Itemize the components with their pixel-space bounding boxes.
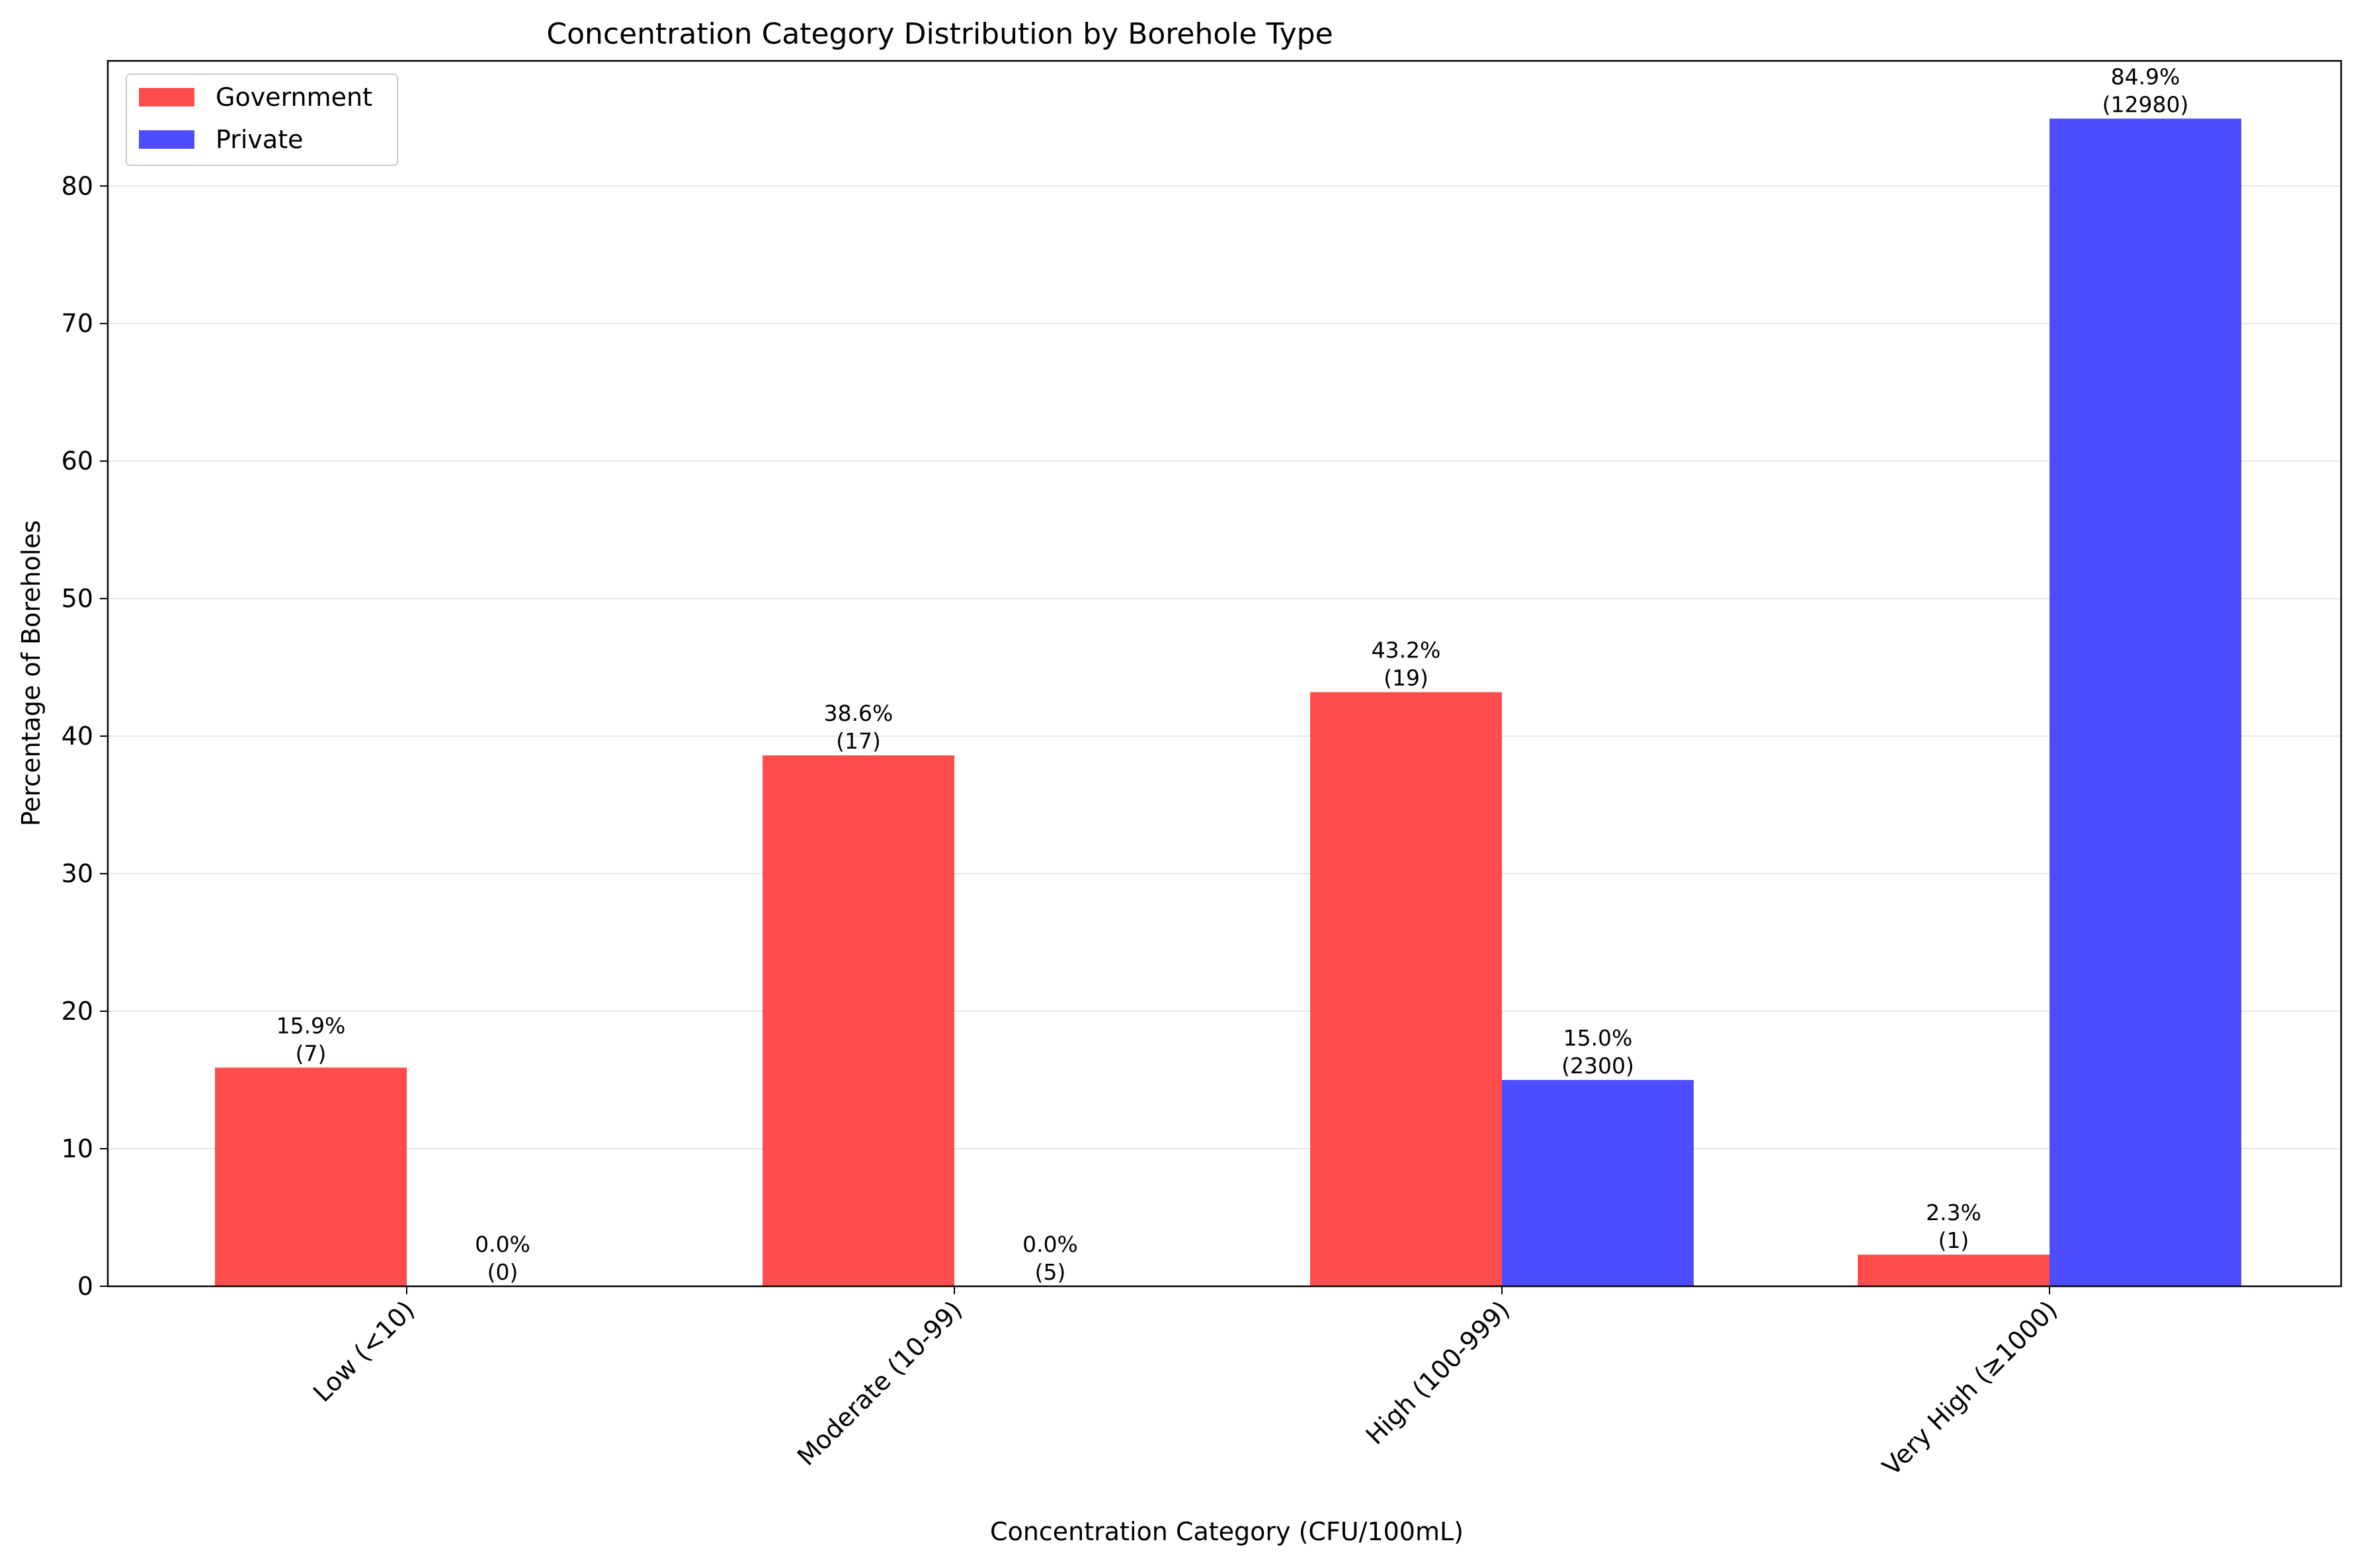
- y-tick-label: 50: [62, 584, 93, 613]
- y-tick-label: 70: [62, 309, 93, 338]
- data-label-percent: 43.2%: [1372, 638, 1441, 663]
- bar-private: [2050, 118, 2241, 1286]
- bar-private: [1502, 1080, 1694, 1286]
- y-tick-label: 60: [62, 446, 93, 475]
- data-label-count: (0): [487, 1259, 518, 1285]
- y-tick-label: 10: [62, 1134, 93, 1163]
- bar-government: [1858, 1255, 2050, 1286]
- bar-government: [1310, 692, 1502, 1286]
- data-labels: (7)15.9%(0)0.0%(17)38.6%(5)0.0%(19)43.2%…: [276, 63, 2189, 1285]
- plot-frame: [106, 60, 2342, 1288]
- data-label-percent: 38.6%: [824, 700, 893, 726]
- data-label-percent: 15.0%: [1563, 1025, 1633, 1051]
- data-label-count: (1): [1938, 1227, 1969, 1253]
- gridlines: [108, 185, 2341, 1150]
- legend-swatch-government: [139, 88, 194, 106]
- x-axis-label: Concentration Category (CFU/100mL): [990, 1517, 1464, 1546]
- x-tick-label: Moderate (10-99): [792, 1295, 968, 1471]
- data-label-count: (2300): [1561, 1053, 1634, 1079]
- bars: [215, 118, 2241, 1286]
- data-label-count: (19): [1384, 665, 1429, 691]
- x-tick-label: Very High (≥1000): [1877, 1295, 2063, 1481]
- x-tick-label: Low (<10): [308, 1295, 420, 1407]
- legend-swatch-private: [139, 130, 194, 149]
- legend: Government Private: [126, 73, 398, 166]
- data-label-percent: 2.3%: [1926, 1200, 1981, 1225]
- y-tick-label: 40: [62, 722, 93, 751]
- legend-label-government: Government: [216, 83, 372, 112]
- data-label-percent: 0.0%: [475, 1231, 530, 1257]
- y-axis-label: Percentage of Boreholes: [17, 520, 46, 826]
- y-tick-label: 0: [77, 1272, 93, 1301]
- bar-government: [215, 1067, 407, 1286]
- data-label-percent: 0.0%: [1022, 1231, 1078, 1257]
- data-label-count: (7): [296, 1040, 327, 1066]
- data-label-count: (17): [836, 728, 881, 754]
- y-tick-label: 80: [62, 171, 93, 200]
- legend-label-private: Private: [216, 125, 303, 154]
- y-tick-label: 20: [62, 997, 93, 1026]
- data-label-percent: 84.9%: [2111, 63, 2180, 89]
- y-axis: 0 10 20 30 40 50 60 70 80: [62, 171, 108, 1301]
- y-tick-label: 30: [62, 859, 93, 888]
- x-tick-label: High (100-999): [1360, 1295, 1516, 1450]
- bar-government: [763, 755, 954, 1286]
- chart-title: Concentration Category Distribution by B…: [546, 17, 1333, 51]
- data-label-count: (12980): [2102, 91, 2189, 117]
- x-axis: Low (<10) Moderate (10-99) High (100-999) V…: [308, 1286, 2063, 1481]
- data-label-count: (5): [1035, 1259, 1066, 1285]
- data-label-percent: 15.9%: [276, 1012, 346, 1038]
